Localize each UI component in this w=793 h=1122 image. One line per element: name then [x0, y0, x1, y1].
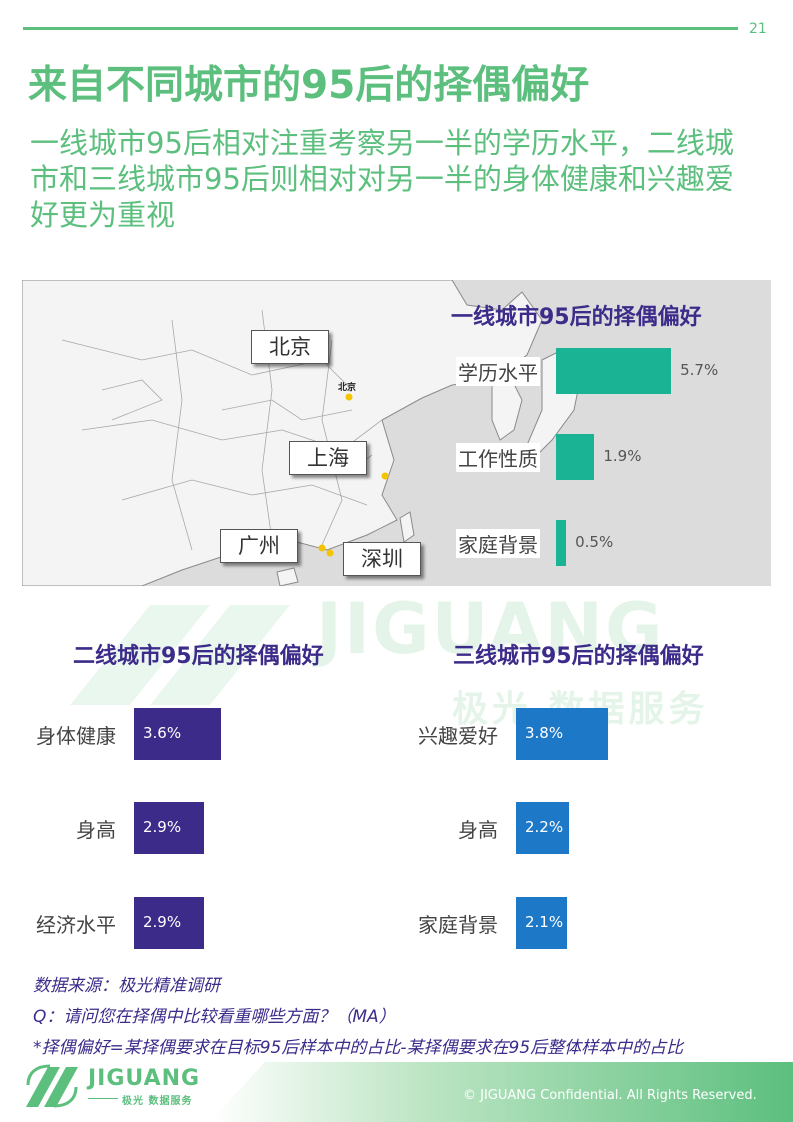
bar [516, 802, 570, 854]
jiguang-logo-icon [26, 1064, 78, 1108]
bar [556, 520, 567, 566]
data-label: 2.9% [143, 818, 182, 836]
category-label: 学历水平 [456, 357, 540, 386]
data-label: 2.9% [143, 913, 182, 931]
china-map: 北京 北京 上海 广州 深圳 [22, 280, 771, 586]
bar [516, 897, 568, 949]
top-rule [23, 27, 738, 30]
watermark-brand: JIGUANG [316, 588, 665, 670]
bar [516, 708, 609, 760]
city-label-shenzhen: 深圳 [343, 542, 421, 576]
question-note: Q：请问您在择偶中比较看重哪些方面？（MA） [33, 1007, 396, 1027]
bar [134, 708, 222, 760]
data-label: 3.6% [143, 724, 182, 742]
city-label-beijing: 北京 [251, 330, 329, 364]
category-label: 工作性质 [456, 443, 540, 472]
logo-text: JIGUANG [88, 1066, 201, 1091]
chart-title: 一线城市95后的择偶偏好 [451, 305, 702, 330]
category-label: 家庭背景 [456, 529, 540, 558]
map-outline: 北京 [22, 280, 771, 586]
data-label: 2.1% [525, 913, 564, 931]
page-title: 来自不同城市的95后的择偶偏好 [28, 63, 590, 108]
logo-tagline: 极光 数据服务 [122, 1096, 193, 1107]
source-note: 数据来源：极光精准调研 [33, 976, 220, 996]
chart-title: 三线城市95后的择偶偏好 [453, 644, 704, 669]
chart-title: 二线城市95后的择偶偏好 [73, 644, 324, 669]
footer-band [210, 1062, 793, 1122]
bar [134, 897, 205, 949]
data-label: 1.9% [603, 447, 642, 465]
city-label-shanghai: 上海 [289, 441, 367, 475]
page-number: 21 [749, 21, 767, 37]
city-label-guangzhou: 广州 [220, 529, 298, 563]
category-label: 经济水平 [36, 913, 116, 937]
category-label: 身高 [76, 818, 116, 842]
category-label: 身高 [458, 818, 498, 842]
data-label: 2.2% [525, 818, 564, 836]
data-label: 3.8% [525, 724, 564, 742]
category-label: 身体健康 [36, 724, 116, 748]
beijing-map-label: 北京 [338, 381, 356, 393]
city-markers [318, 393, 389, 557]
category-label: 兴趣爱好 [418, 724, 498, 748]
category-label: 家庭背景 [418, 913, 498, 937]
page-subtitle: 一线城市95后相对注重考察另一半的学历水平，二线城市和三线城市95后则相对对另一… [30, 126, 734, 232]
bar [556, 434, 595, 480]
bar [134, 802, 205, 854]
bar [556, 348, 672, 394]
definition-note: *择偶偏好=某择偶要求在目标95后样本中的占比-某择偶要求在95后整体样本中的占… [33, 1038, 684, 1058]
logo-rule [88, 1098, 118, 1099]
data-label: 0.5% [575, 533, 614, 551]
data-label: 5.7% [680, 361, 719, 379]
copyright: © JIGUANG Confidential. All Rights Reser… [463, 1088, 757, 1103]
